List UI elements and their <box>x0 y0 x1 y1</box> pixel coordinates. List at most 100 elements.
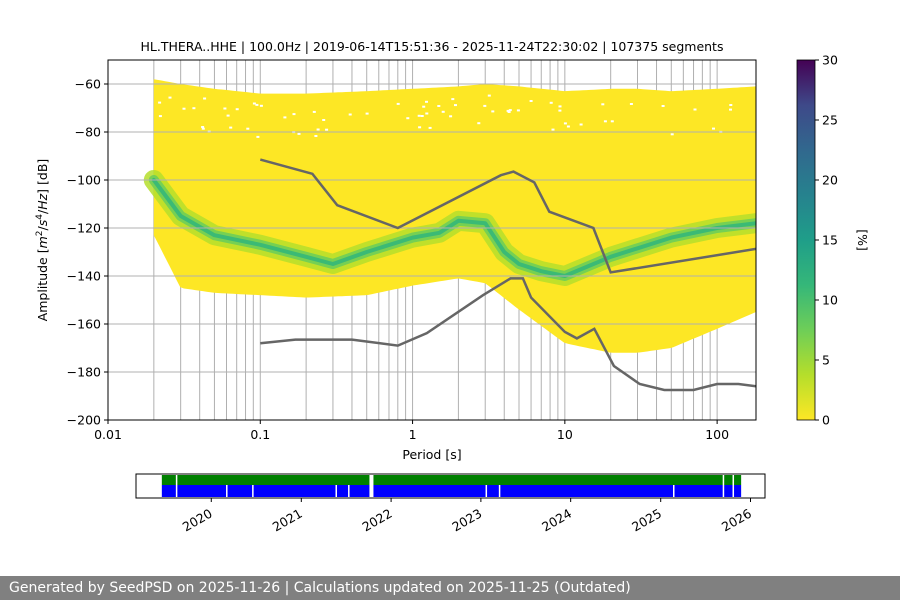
y-tick-label: −160 <box>67 317 101 332</box>
data-gap <box>722 475 725 497</box>
y-label-part: / <box>35 209 50 214</box>
horizontal-gridlines <box>108 83 756 420</box>
timeline-tick-label: 2024 <box>539 506 574 535</box>
density-gap <box>451 98 455 101</box>
footer-bar: Generated by SeedPSD on 2025-11-26 | Cal… <box>0 576 900 600</box>
reference-model-lines <box>259 158 756 392</box>
density-gap <box>201 126 205 128</box>
density-gap <box>558 109 562 112</box>
colorbar-tick-label: 10 <box>822 293 838 308</box>
density-gap <box>246 127 250 130</box>
density-gap <box>420 115 424 117</box>
x-tick-label: 1 <box>409 427 417 442</box>
density-gap <box>297 132 301 135</box>
y-label-part: 2 <box>35 230 45 236</box>
timeline-ticks: 2020 2021 2022 2023 2024 2025 2026 <box>180 498 754 535</box>
data-gap <box>485 485 488 497</box>
data-gap <box>335 485 337 497</box>
y-tick-label: −80 <box>75 125 101 140</box>
density-gap <box>549 101 553 104</box>
density-gap <box>203 97 207 100</box>
timeline-bands <box>161 475 742 497</box>
density-gap <box>729 104 733 106</box>
density-gap <box>192 107 196 110</box>
density-gap <box>325 128 329 131</box>
plot-area <box>108 60 756 420</box>
density-gap <box>292 113 296 116</box>
density-gap <box>601 103 605 106</box>
y-label-part: s <box>35 219 50 226</box>
density-gap <box>729 108 732 111</box>
y-axis-ticks: −60 −80 −100 −120 −140 −160 −180 −200 <box>67 77 108 428</box>
density-gap <box>418 126 422 129</box>
density-gap <box>348 113 352 116</box>
density-gap <box>610 120 614 123</box>
x-axis-ticks: 0.01 0.1 1 10 100 <box>94 420 729 442</box>
x-axis-label: Period [s] <box>402 447 461 462</box>
density-gap <box>670 133 674 136</box>
high-noise-model-line <box>259 158 756 274</box>
x-tick-label: 0.01 <box>94 427 122 442</box>
density-gap <box>693 108 697 111</box>
density-gap <box>483 104 487 107</box>
density-gap <box>558 105 562 108</box>
data-gap <box>252 485 254 497</box>
y-axis-label: Amplitude [m2/s4/Hz] [dB] <box>35 159 50 322</box>
density-gap <box>437 105 441 107</box>
density-gap <box>425 100 428 103</box>
y-tick-label: −60 <box>75 77 101 92</box>
y-tick-label: −200 <box>67 413 101 428</box>
density-gap <box>491 110 495 113</box>
density-gap <box>508 109 512 112</box>
density-gap <box>256 135 260 138</box>
density-gap <box>603 120 607 123</box>
timeline-tick-label: 2025 <box>629 506 664 535</box>
density-gap <box>422 105 426 108</box>
density-gap <box>168 96 172 99</box>
density-gap <box>417 114 421 117</box>
density-gap <box>316 128 320 131</box>
density-gap <box>449 115 453 118</box>
y-label-part: Amplitude [ <box>35 248 50 321</box>
density-gap <box>252 102 256 105</box>
colorbar-label: [%] <box>855 229 870 251</box>
density-gap <box>441 110 445 113</box>
data-gap <box>672 485 675 497</box>
density-gap <box>428 126 432 129</box>
y-label-part: m <box>35 236 50 248</box>
y-label-part: Hz <box>35 193 50 209</box>
y-tick-label: −140 <box>67 269 101 284</box>
data-coverage-upper <box>161 475 742 485</box>
density-gap <box>314 135 318 137</box>
plot-frame <box>107 59 757 421</box>
y-label-part: 4 <box>35 214 45 220</box>
density-gap <box>229 126 233 129</box>
timeline-tick-label: 2020 <box>180 506 215 535</box>
x-tick-label: 100 <box>705 427 729 442</box>
density-gap <box>507 111 511 113</box>
data-gap <box>498 485 501 497</box>
density-gap <box>259 104 263 107</box>
timeline-tick-label: 2022 <box>360 506 395 535</box>
density-gap <box>365 112 369 115</box>
density-gap <box>322 119 326 121</box>
chart-title: HL.THERA..HHE | 100.0Hz | 2019-06-14T15:… <box>141 39 724 54</box>
density-gap <box>283 116 287 119</box>
colorbar <box>796 59 816 421</box>
x-tick-label: 10 <box>557 427 573 442</box>
density-gap <box>477 122 481 125</box>
density-gap <box>425 112 429 115</box>
colorbar-tick-label: 25 <box>822 113 838 128</box>
y-label-part: ] [dB] <box>35 159 50 194</box>
density-gap <box>454 104 457 107</box>
colorbar-tick-label: 30 <box>822 53 838 68</box>
timeline-panel: 2020 2021 2022 2023 2024 2025 2026 <box>135 473 766 535</box>
density-gap <box>629 103 633 105</box>
density-gap <box>226 114 230 117</box>
data-gap <box>226 485 228 497</box>
density-gap <box>529 100 533 102</box>
density-gap <box>487 94 491 97</box>
data-gap <box>732 475 735 497</box>
density-gap <box>235 108 239 111</box>
data-coverage-lower <box>161 485 742 497</box>
